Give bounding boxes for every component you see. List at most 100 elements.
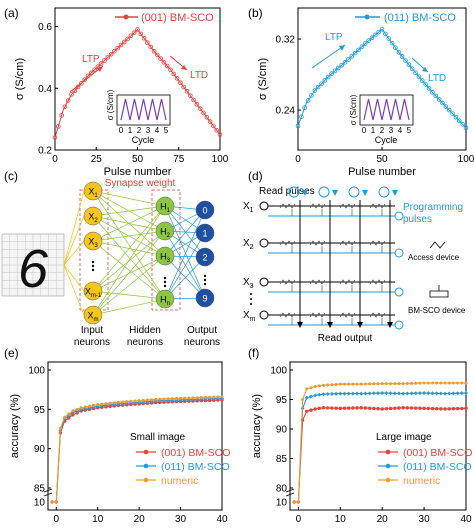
row-label-subscript: 3 (250, 283, 254, 290)
panel-a-legend-label: (001) BM-SCO (141, 12, 214, 24)
panel-f-series-2-point (296, 500, 300, 504)
panel-f-series-0-point (455, 406, 460, 411)
panel-a-point (217, 132, 223, 137)
panel-f-xtick-label: 40 (460, 514, 472, 525)
panel-e-series-2-point (112, 401, 116, 405)
panel-f-series-0-point (321, 406, 326, 410)
hidden-node-label: H3 (160, 252, 171, 265)
column-pulse-arrow-icon (362, 190, 368, 196)
panel-a-point (148, 44, 154, 50)
panel-e-series-0-point (67, 416, 71, 420)
inset-tick-label: 4 (398, 126, 403, 135)
panel-f-series-0-point (414, 406, 418, 410)
panel-f-series-0-point (346, 406, 351, 410)
panel-b-point (386, 36, 392, 41)
panel-f-series-2-point (376, 382, 380, 386)
panel-f-axis-break (285, 488, 295, 497)
row-label: Xm (243, 310, 256, 323)
inset-tick-label: 1 (371, 126, 376, 135)
panel-a-legend-marker (123, 14, 129, 20)
column-pulse-icon (288, 186, 300, 198)
input-caption-1: Input (81, 325, 103, 336)
inset-tick-label: 5 (407, 126, 412, 135)
column-pulse-arrow-icon (332, 190, 338, 196)
panel-f-series-1-point (346, 391, 351, 396)
panel-e-series-2-point (67, 412, 71, 416)
panel-a-point (122, 39, 127, 45)
hidden-caption-2: neurons (127, 337, 163, 348)
panel-b-point (383, 31, 388, 37)
synapse-ih (92, 230, 166, 316)
panel-b-point (396, 50, 402, 55)
hidden-node (155, 221, 175, 241)
input-node (83, 181, 103, 201)
panel-f-series-0-point (359, 406, 363, 410)
synapse-ih (92, 298, 166, 316)
bm-sco-cell-icon (279, 279, 296, 285)
panel-e-ytick-label: 95 (34, 405, 46, 416)
panel-e-series-2-point (79, 406, 83, 410)
panel-f-letter: (f) (248, 346, 259, 360)
panel-f-legend-marker (385, 463, 391, 469)
panel-f-series-0-point (376, 407, 380, 411)
read-pulses-label: Read pulses (259, 186, 315, 197)
panel-e-series-2-point (116, 400, 120, 404)
panel-f-series-1-point (438, 391, 443, 396)
panel-b-point (433, 93, 439, 99)
panel-a-xlabel: Pulse number (104, 166, 172, 178)
panel-b-point (379, 26, 385, 32)
panel-f-series-0-point (384, 407, 389, 411)
panel-e-series-2-point (154, 397, 158, 401)
panel-a-ytick-label: 0.2 (38, 146, 52, 157)
hidden-node-label: H1 (160, 202, 171, 215)
input-node-label: Xm (87, 311, 98, 324)
panel-a-point (158, 56, 163, 61)
panel-b-point (359, 44, 365, 49)
hidden-node (155, 246, 175, 266)
panel-f-series-1-point (443, 391, 448, 396)
ellipsis-dot (163, 284, 167, 288)
row-label-subscript: 2 (250, 244, 254, 251)
panel-e-xtick-label: 40 (216, 514, 228, 525)
panel-a-point (82, 77, 87, 82)
panel-a-ltd-label: LTD (190, 70, 208, 81)
programming-label-2: pulses (403, 214, 432, 225)
panel-f-series-1-point (355, 391, 360, 396)
panel-f-series-2-point (347, 382, 351, 386)
panel-b-point (329, 71, 334, 76)
ellipsis-dot (203, 282, 207, 286)
panel-b-point (463, 125, 469, 131)
panel-b-ytick-label: 0.32 (276, 35, 296, 46)
panel-f-legend-marker (385, 477, 391, 483)
input-node-label: X2 (88, 212, 98, 225)
ellipsis-dot (163, 280, 167, 284)
panel-e-series-2-point (100, 402, 104, 406)
row-read-pulse-icon (259, 201, 269, 211)
panel-a-point (131, 30, 137, 35)
inset-tick-label: 3 (146, 126, 151, 135)
panel-e-series-2-point (208, 395, 212, 399)
bm-sco-cell-icon (279, 312, 296, 318)
hidden-node (155, 196, 175, 216)
panel-a-point (188, 93, 193, 98)
panel-e-xtick-label: 20 (134, 514, 146, 525)
panel-b-point (430, 90, 435, 95)
output-node (195, 223, 215, 243)
panel-a-ltp-label: LTP (82, 54, 100, 65)
panel-b-inset-ylabel: σ (S/cm) (349, 94, 358, 125)
panel-b-point (413, 70, 418, 76)
ellipsis-dot (163, 276, 167, 280)
panel-e-series-2-point (216, 395, 220, 399)
panel-a-point (69, 92, 74, 97)
bm-sco-cell-icon (309, 203, 326, 209)
panel-b-point (440, 100, 445, 106)
panel-f-xtick-label: 30 (419, 514, 431, 525)
panel-b-point (389, 40, 395, 46)
column-pulse-icon (348, 186, 360, 198)
panel-b-point (456, 118, 462, 124)
panel-a-inset-xlabel: Cycle (132, 135, 155, 145)
digit-grid (2, 234, 64, 296)
digit-image: 6 (1, 233, 65, 299)
